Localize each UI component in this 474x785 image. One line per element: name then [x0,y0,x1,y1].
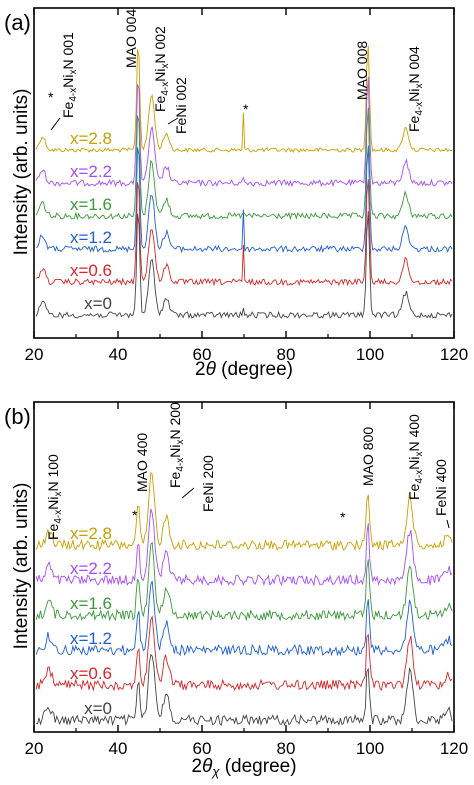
panel-label-a: (a) [4,10,31,35]
peak-label-mao800: MAO 800 [360,427,376,486]
peak-label-fe002: Fe4-xNixN 002 [152,26,171,112]
series-line-x-0-6 [35,179,453,287]
y-axis-title-a: Intensity (arb. units) [11,89,32,256]
series-label: x=1.6 [70,195,112,214]
x-tick-label: 120 [440,345,468,364]
peak-label-feni200: FeNi 200 [200,455,216,512]
series-labels-b: x=2.8 x=2.2 x=1.6 x=1.2 x=0.6 x=0 [70,524,112,718]
x-axis-title-a-symbol: θ [206,359,217,380]
pointer-arrow [446,519,450,529]
peak-label-fe400: Fe4-xNixN 400 [406,414,425,500]
x-axis-title-b-symbol: θ [202,756,213,777]
series-label: x=2.2 [70,162,112,181]
series-label: x=1.2 [70,629,112,648]
series-line-x-2-8 [35,45,453,154]
peak-label-mao004: MAO 004 [123,9,139,68]
series-labels-a: x=2.8 x=2.2 x=1.6 x=1.2 x=0.6 x=0 [70,129,112,313]
series-label: x=0 [84,294,112,313]
series-lines-a [35,45,453,320]
y-axis-title-b: Intensity (arb. units) [11,483,32,650]
peak-label-mao400: MAO 400 [134,433,150,492]
x-tick-label: 100 [356,345,384,364]
x-tick-label: 40 [109,739,128,758]
peak-label-mao008: MAO 008 [354,41,370,100]
x-tick-label: 60 [193,345,212,364]
series-line-x-2-2 [35,508,453,587]
series-label: x=2.8 [70,524,112,543]
x-ticks-a: 20 40 60 80 100 120 [25,8,468,364]
peak-star-a2: * [243,101,249,117]
series-line-x-0 [36,653,453,727]
series-line-x-2-8 [35,471,453,552]
x-axis-title-b-suffix: (degree) [219,756,296,777]
x-axis-title-b-subscript: χ [211,764,220,779]
x-tick-label: 20 [25,739,44,758]
series-line-x-0-6 [35,615,453,692]
x-tick-label: 60 [193,739,212,758]
x-axis-title-b: 2θχ (degree) [191,756,296,779]
series-line-x-0 [35,211,453,320]
peak-star-a1: * [48,89,54,105]
peak-star-b1: * [132,507,138,523]
series-label: x=2.8 [70,129,112,148]
pointer-arrow [167,117,179,125]
series-line-x-1-2 [36,145,453,254]
x-tick-label: 100 [356,739,384,758]
series-label: x=1.2 [70,228,112,247]
x-tick-label: 80 [277,739,296,758]
peak-label-fe100: Fe4-xNixN 100 [45,454,64,540]
panel-b: 20 40 60 80 100 120 x=2.8 x=2.2 x=1.6 x=1.2 x=0.6… [4,401,468,779]
pointer-arrow [50,117,61,131]
x-tick-label: 120 [440,739,468,758]
x-tick-label: 80 [277,345,296,364]
peak-label-fe004: Fe4-xNixN 004 [406,46,425,132]
series-label: x=0.6 [70,664,112,683]
peak-star-b2: * [340,509,346,525]
x-axis-title-a-prefix: 2 [195,359,206,380]
series-label: x=0.6 [70,261,112,280]
x-tick-label: 40 [109,345,128,364]
series-label: x=2.2 [70,559,112,578]
peak-label-fe001: Fe4-xNixN 001 [60,32,79,118]
x-axis-title-a: 2θ (degree) [195,359,293,380]
series-line-x-1-2 [35,580,453,657]
peak-label-fe200: Fe4-xNixN 200 [167,402,186,488]
peak-label-feni002: FeNi 002 [173,77,189,134]
series-line-x-1-6 [35,107,453,221]
series-label: x=0 [84,699,112,718]
x-ticks-b: 20 40 60 80 100 120 [25,402,468,758]
series-lines-b [35,471,453,727]
panel-label-b: (b) [4,404,31,429]
peak-label-feni400: FeNi 400 [433,459,449,516]
x-axis-title-b-prefix: 2 [191,756,202,777]
pointer-arrow [181,487,195,499]
x-tick-label: 20 [25,345,44,364]
series-line-x-1-6 [35,541,453,622]
series-line-x-2-2 [35,76,453,188]
panel-a: 20 40 60 80 100 120 x=2.8 x=2.2 x=1.6 x=1.2 x=0.6… [4,7,468,380]
peak-annotations-b: Fe4-xNixN 100 MAO 400 Fe4-xNixN 200 FeNi 20… [45,402,450,540]
series-label: x=1.6 [70,594,112,613]
x-axis-title-a-suffix: (degree) [216,359,293,380]
